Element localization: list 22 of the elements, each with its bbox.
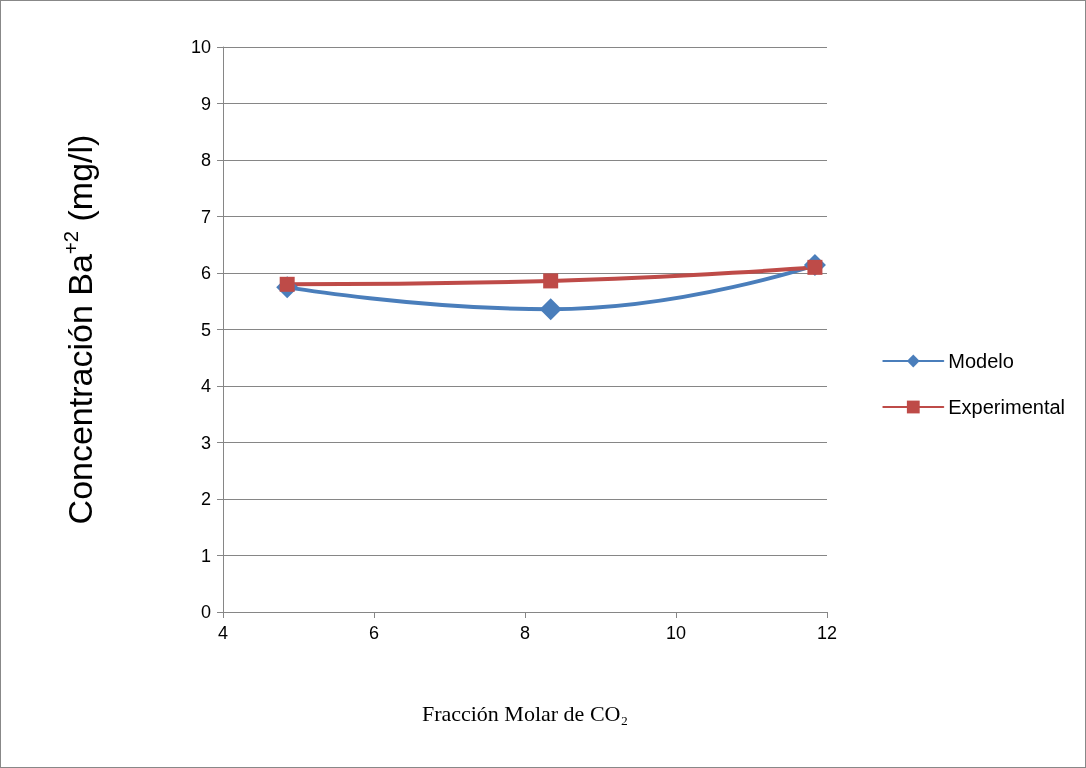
y-tick-label: 7 [200, 206, 211, 227]
y-tick-label: 5 [200, 319, 211, 340]
point [539, 298, 562, 321]
x-tick-label: 6 [368, 623, 380, 643]
y-tick-label: 6 [200, 263, 211, 283]
legend-label: Modelo [948, 350, 1014, 372]
x-tick-label: 4 [217, 623, 229, 643]
x-tick-label: 10 [665, 623, 687, 643]
y-tick-label: 8 [200, 150, 211, 170]
y-tick-label: 2 [200, 489, 211, 509]
point [543, 273, 559, 289]
y-axis-title: Concentración Ba+2 (mg/l) [60, 134, 99, 525]
y-tick-label: 4 [200, 376, 211, 396]
legend-label: Experimental [948, 396, 1065, 418]
y-tick-label: 10 [190, 37, 211, 57]
x-tick-label: 12 [816, 623, 838, 643]
x-axis-title: Fracción Molar de CO₂ [421, 700, 629, 726]
y-tick-label: 1 [200, 545, 211, 566]
y-tick-label: 3 [200, 432, 211, 453]
x-tick-label: 8 [519, 623, 531, 643]
y-tick-label: 9 [200, 93, 211, 114]
y-tick-label: 0 [200, 602, 211, 622]
